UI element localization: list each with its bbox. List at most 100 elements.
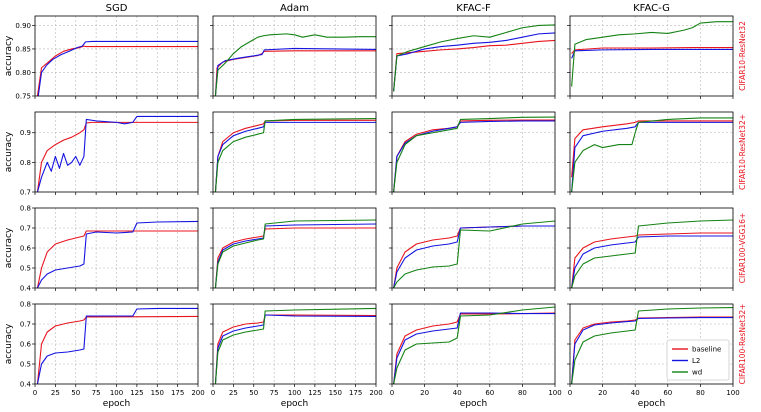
series-line-baseline	[393, 225, 555, 288]
panel-frame	[569, 207, 734, 289]
series-line-L2	[393, 225, 555, 288]
panel-frame	[391, 303, 556, 385]
x-tick-label: 50	[71, 389, 80, 397]
panel-r2-c1: 0.7 0.8 0.9 accuracy	[4, 111, 199, 197]
series-line-L2	[571, 235, 733, 288]
x-tick-label: 60	[485, 389, 494, 397]
x-tick-label: 20	[420, 389, 429, 397]
legend-label-wd: wd	[692, 369, 702, 377]
panel-r3-c3	[389, 207, 556, 291]
panel-r2-c2	[210, 111, 377, 195]
panel-frame	[391, 207, 556, 289]
x-tick-label: 175	[171, 389, 184, 397]
column-title: KFAC-F	[456, 3, 491, 14]
legend: baseline L2 wd	[666, 339, 730, 381]
panel-r3-c2	[210, 207, 377, 291]
y-tick-label: 0.7	[20, 321, 31, 329]
series-line-L2	[571, 48, 733, 59]
series-group	[393, 24, 555, 92]
y-tick-label: 0.90	[15, 22, 31, 30]
y-tick-label: 0.7	[20, 189, 31, 197]
x-tick-label: 100	[110, 389, 123, 397]
series-group	[214, 219, 376, 288]
x-tick-label: 40	[631, 389, 640, 397]
y-axis-label: accuracy	[4, 323, 14, 364]
panel-r3-c4: CIFAR100-VGG16+	[567, 207, 747, 291]
panel-r4-c2: 0 25 50 75 100 125 150 175 200 epoch	[210, 303, 383, 409]
series-line-L2	[393, 32, 555, 92]
y-tick-label: 0.6	[20, 341, 32, 349]
x-tick-label: 25	[229, 389, 238, 397]
series-group	[214, 307, 376, 384]
y-tick-label: 0.4	[20, 381, 32, 389]
series-group	[393, 306, 555, 384]
x-axis-label: epoch	[638, 399, 665, 409]
series-line-L2	[393, 312, 555, 384]
x-tick-label: 150	[151, 389, 164, 397]
panel-frame	[569, 111, 734, 193]
series-line-wd	[571, 307, 733, 384]
x-axis-label: epoch	[281, 399, 308, 409]
series-line-L2	[571, 121, 733, 192]
series-line-baseline	[571, 120, 733, 178]
x-tick-label: 0	[390, 389, 394, 397]
series-group	[571, 117, 733, 192]
x-tick-label: 200	[369, 389, 382, 397]
panel-r3-c1: 0.4 0.5 0.6 0.7 0.8 accuracy	[4, 205, 199, 293]
series-line-wd	[393, 116, 555, 192]
x-tick-label: 100	[548, 389, 561, 397]
series-group	[571, 21, 733, 87]
series-line-baseline	[214, 227, 376, 288]
series-line-baseline	[36, 315, 198, 384]
x-axis-label: epoch	[460, 399, 487, 409]
series-group	[571, 307, 733, 384]
series-line-L2	[214, 314, 376, 384]
y-tick-label: 0.6	[20, 245, 32, 253]
series-line-wd	[571, 117, 733, 192]
series-line-baseline	[214, 119, 376, 192]
series-line-baseline	[571, 232, 733, 288]
series-line-baseline	[36, 230, 198, 288]
series-line-baseline	[36, 121, 198, 192]
column-title: KFAC-G	[633, 3, 670, 14]
series-line-baseline	[393, 312, 555, 384]
y-tick-label: 0.4	[20, 285, 32, 293]
y-tick-label: 0.5	[20, 265, 31, 273]
series-group	[36, 307, 198, 384]
row-title: CIFAR100-ResNet32+	[738, 304, 747, 385]
x-tick-label: 80	[696, 389, 705, 397]
panel-frame	[34, 111, 199, 193]
x-tick-label: 150	[329, 389, 342, 397]
series-line-wd	[214, 33, 376, 96]
x-tick-label: 125	[130, 389, 143, 397]
series-group	[393, 116, 555, 192]
series-line-wd	[214, 117, 376, 192]
panel-r1-c2: Adam	[210, 3, 377, 99]
y-axis-label: accuracy	[4, 227, 14, 268]
x-tick-label: 20	[598, 389, 607, 397]
x-tick-label: 25	[51, 389, 60, 397]
y-axis-label: accuracy	[4, 35, 14, 76]
legend-label-L2: L2	[692, 357, 700, 365]
panel-r2-c4: CIFAR10-ResNet32+	[567, 111, 747, 195]
series-group	[36, 40, 198, 96]
x-tick-label: 100	[726, 389, 739, 397]
panel-r4-c3: 0 20 40 60 80 100 epoch	[389, 303, 562, 409]
panel-frame	[212, 15, 377, 97]
x-tick-label: 75	[92, 389, 101, 397]
panel-frame	[212, 207, 377, 289]
series-line-L2	[36, 220, 198, 288]
panel-frame	[391, 15, 556, 97]
y-tick-label: 0.8	[20, 159, 31, 167]
series-line-L2	[36, 307, 198, 384]
row-title: CIFAR10-ResNet32+	[738, 114, 747, 190]
x-tick-label: 40	[453, 389, 462, 397]
x-tick-label: 75	[270, 389, 279, 397]
series-group	[214, 117, 376, 192]
legend-label-baseline: baseline	[692, 346, 721, 354]
series-line-baseline	[214, 314, 376, 384]
series-line-L2	[214, 47, 376, 96]
series-group	[393, 220, 555, 288]
